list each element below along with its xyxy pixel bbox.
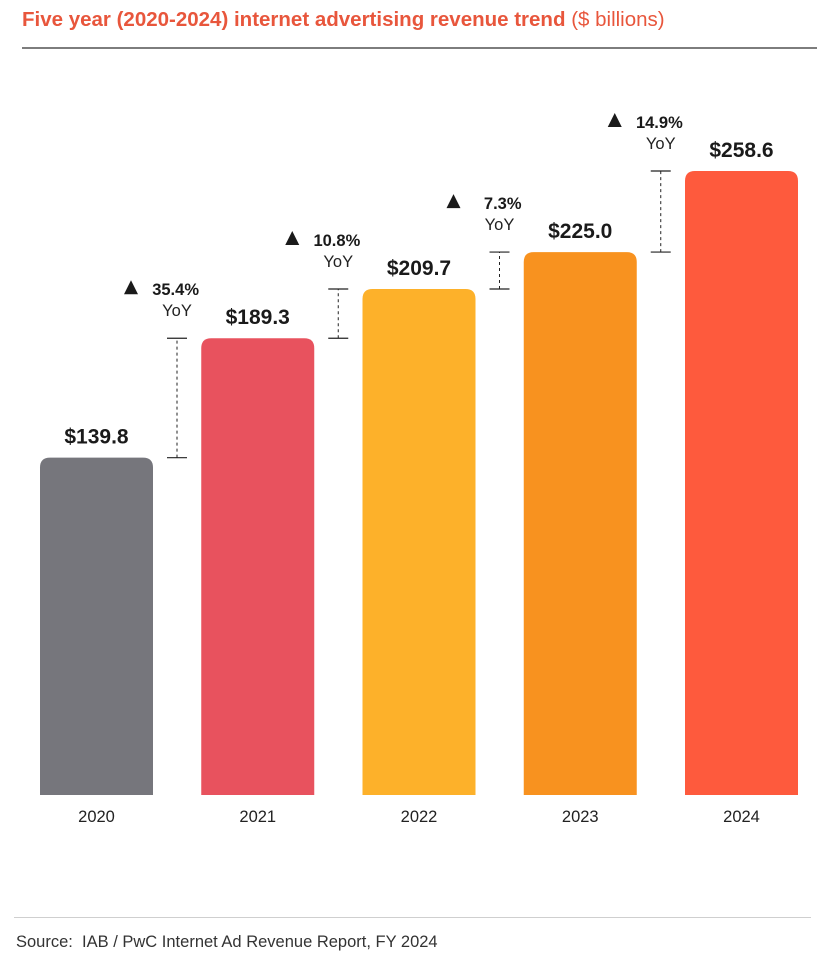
tick-label-2020: 2020 [78,808,115,826]
yoy-percent-3: 14.9% [636,114,683,132]
source-divider [14,917,811,918]
data-label-2020: $139.8 [64,426,129,449]
yoy-label-0: YoY [162,302,192,320]
yoy-label-2: YoY [485,216,515,234]
data-label-2022: $209.7 [387,257,451,280]
tick-label-2024: 2024 [723,808,760,826]
yoy-percent-0: 35.4% [152,281,199,299]
yoy-label-3: YoY [646,135,676,153]
yoy-percent-1: 10.8% [313,232,360,250]
tick-label-2021: 2021 [239,808,276,826]
up-triangle-icon [607,113,622,127]
chart-title: Five year (2020-2024) internet advertisi… [22,8,665,32]
bar-chart: $139.8 2020 $189.3 2021 $209.7 2022 $225.0 2023… [40,113,798,826]
yoy-percent-2: 7.3% [484,195,522,213]
up-triangle-icon [285,230,300,245]
data-label-2023: $225.0 [548,220,612,243]
title-divider [22,47,817,49]
bar-2021 [201,338,315,795]
data-label-2021: $189.3 [226,306,290,329]
data-label-2024: $258.6 [709,139,773,162]
up-triangle-icon [446,194,461,209]
yoy-label-1: YoY [323,253,353,271]
tick-label-2022: 2022 [401,808,438,826]
up-triangle-icon [124,280,138,295]
bar-2020 [40,457,153,795]
bar-2022 [362,288,476,795]
bar-2023 [523,252,637,796]
chart-title-unit: ($ billions) [571,8,665,31]
tick-label-2023: 2023 [562,808,599,826]
chart-title-main: Five year (2020-2024) internet advertisi… [22,8,566,31]
bar-2024 [685,171,798,795]
source-note: Source: IAB / PwC Internet Ad Revenue Re… [16,933,438,951]
